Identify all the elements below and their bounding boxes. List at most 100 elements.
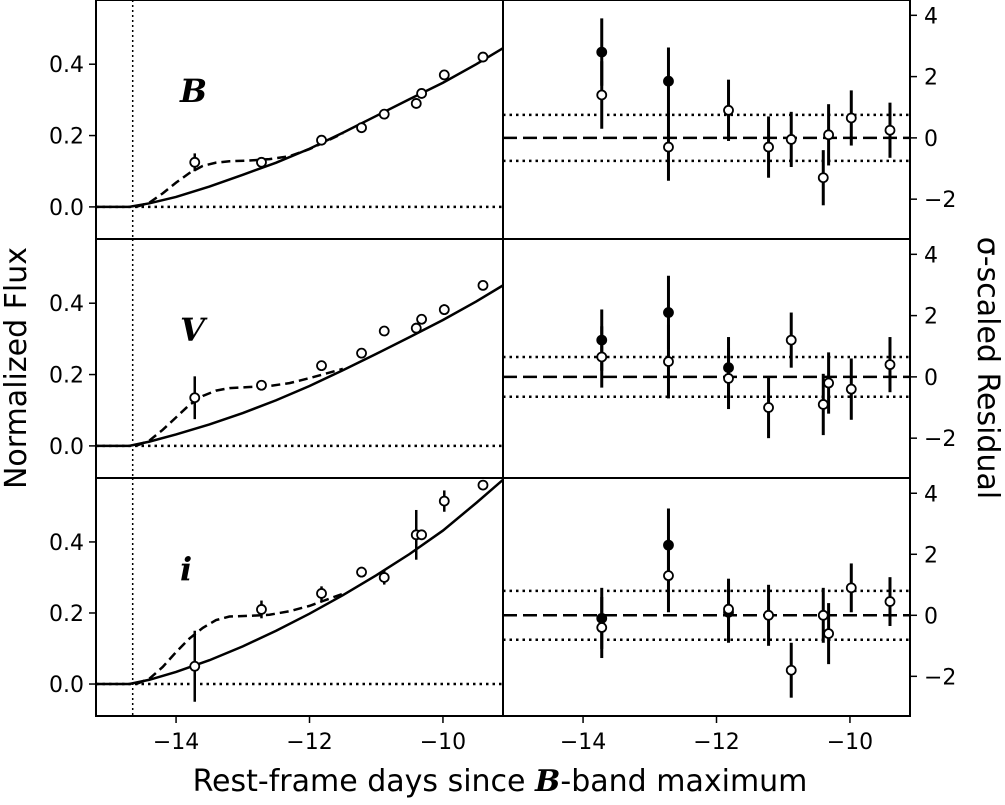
residual-open-point [817, 609, 829, 621]
residual-open-point [884, 596, 896, 607]
flux-point [378, 325, 390, 337]
right-y-tick-label: −2 [924, 427, 956, 452]
residual-filled-point [596, 46, 608, 58]
flux-panel-i [96, 478, 503, 716]
flux-point [416, 529, 428, 541]
flux-point [438, 495, 450, 507]
residual-open-point [785, 664, 797, 676]
right-y-tick-label: 0 [924, 604, 938, 629]
left-y-tick-label: 0.4 [49, 531, 84, 556]
flux-point [256, 604, 267, 615]
flux-panel-V [96, 239, 503, 478]
solid-model-curve [96, 478, 503, 686]
residual-open-point [763, 609, 774, 621]
right-y-tick-label: 4 [924, 4, 938, 29]
flux-point [378, 108, 390, 120]
x-tick-label: −14 [153, 730, 199, 755]
residual-open-point [663, 570, 674, 582]
left-y-tick-label: 0.0 [49, 435, 84, 460]
left-y-tick-label: 0.2 [49, 602, 84, 627]
dashed-model-curve [135, 132, 344, 209]
residual-open-point [845, 582, 857, 594]
flux-point [477, 51, 489, 63]
flux-point [438, 304, 450, 316]
residual-open-point [663, 141, 674, 153]
residual-panel-B [503, 18, 910, 206]
right-y-tick-label: 2 [924, 305, 938, 330]
residual-open-point [596, 89, 608, 101]
residual-open-point [817, 399, 829, 410]
solid-model-curve [96, 284, 503, 448]
residual-open-point [663, 356, 674, 367]
left-y-axis-label: Normalized Flux [0, 247, 34, 489]
residual-open-point [884, 359, 896, 371]
x-tick-label: −10 [420, 730, 466, 755]
residual-filled-point [663, 75, 674, 87]
left-y-tick-label: 0.4 [49, 53, 84, 78]
left-y-tick-label: 0.0 [49, 673, 84, 698]
x-axis-label-prefix: Rest-frame days since [193, 764, 535, 799]
residual-open-point [596, 622, 608, 633]
right-y-tick-label: 4 [924, 243, 938, 268]
flux-point [416, 313, 428, 325]
flux-point [438, 69, 450, 81]
residual-open-point [823, 129, 834, 141]
residual-open-point [723, 603, 734, 615]
residual-open-point [845, 112, 857, 124]
right-frame [502, 0, 911, 717]
x-tick-label: −10 [827, 730, 873, 755]
residual-open-point [763, 141, 774, 153]
residual-open-point [845, 383, 857, 395]
residual-open-point [785, 134, 797, 145]
residual-open-point [723, 373, 734, 384]
x-axis-label-suffix: -band maximum [560, 764, 807, 799]
residual-open-point [823, 377, 834, 389]
right-y-tick-label: 4 [924, 482, 938, 507]
flux-point [316, 588, 327, 599]
left-y-tick-label: 0.0 [49, 196, 84, 221]
flux-point [189, 660, 201, 672]
band-label-B: B [179, 72, 207, 110]
dashed-model-curve [135, 592, 344, 686]
residual-open-point [763, 402, 774, 413]
dashed-model-curve [135, 367, 344, 448]
flux-point [256, 156, 267, 168]
residual-panel-V [503, 275, 910, 439]
flux-point [316, 360, 327, 372]
x-axis-label-band: B [534, 764, 560, 799]
x-tick-label: −14 [560, 730, 606, 755]
residual-open-point [817, 172, 829, 184]
x-tick-label: −12 [286, 730, 332, 755]
flux-point [378, 572, 390, 583]
right-y-tick-label: 2 [924, 66, 938, 91]
flux-point [256, 379, 267, 391]
right-y-tick-label: −2 [924, 188, 956, 213]
flux-panel-B [96, 0, 503, 239]
flux-point [477, 479, 489, 491]
flux-point [416, 88, 428, 99]
band-label-V: V [180, 311, 208, 349]
left-y-tick-label: 0.4 [49, 292, 84, 317]
left-y-tick-label: 0.2 [49, 125, 84, 150]
right-y-tick-label: −2 [924, 665, 956, 690]
flux-point [189, 156, 201, 168]
right-y-axis-label: σ-scaled Residual [970, 237, 1005, 499]
residual-open-point [596, 351, 608, 363]
band-label-i: i [180, 550, 192, 588]
flux-point [356, 566, 367, 578]
residual-open-point [884, 124, 896, 136]
flux-point [356, 347, 367, 359]
residual-filled-point [663, 307, 674, 318]
x-tick-label: −12 [693, 730, 739, 755]
flux-point [189, 392, 201, 404]
left-y-tick-label: 0.2 [49, 364, 84, 389]
residual-open-point [723, 104, 734, 116]
x-axis-label: Rest-frame days since B-band maximum [193, 764, 808, 799]
flux-point [356, 122, 367, 134]
right-y-tick-label: 0 [924, 127, 938, 152]
right-y-tick-label: 2 [924, 543, 938, 568]
right-y-tick-label: 0 [924, 366, 938, 391]
flux-point [316, 134, 327, 146]
